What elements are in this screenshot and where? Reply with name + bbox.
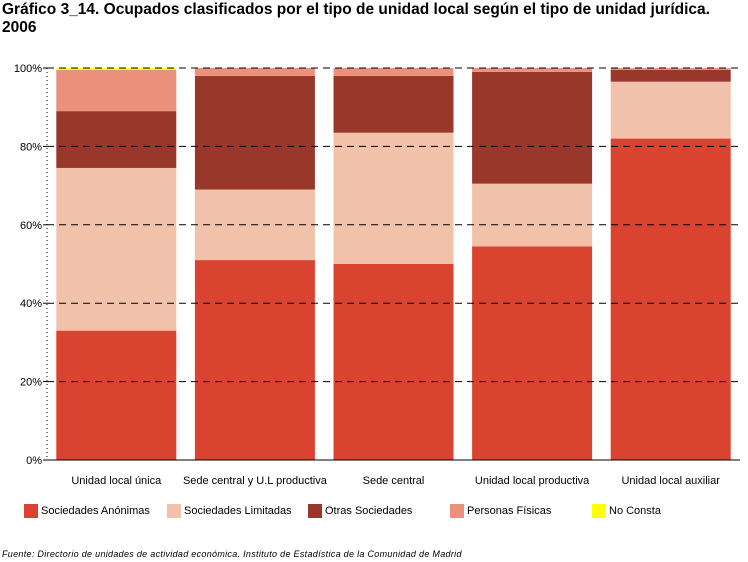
- legend-swatch: [308, 504, 322, 518]
- bar-segment: [194, 75, 315, 190]
- bar-segment: [333, 132, 454, 264]
- bar-segment: [333, 68, 454, 76]
- bar-segment: [194, 260, 315, 460]
- legend-item: No Consta: [592, 502, 661, 520]
- legend-label: Otras Sociedades: [325, 505, 413, 517]
- bar-segment: [194, 68, 315, 76]
- bar-segment: [472, 246, 593, 460]
- category-label: Unidad local única: [71, 475, 162, 487]
- y-tick-label: 80%: [20, 141, 42, 153]
- bar-stack: [56, 68, 177, 460]
- chart-title: Gráfico 3_14. Ocupados clasificados por …: [2, 1, 710, 36]
- legend-item: Sociedades Anónimas: [24, 502, 150, 520]
- bar-segment: [56, 68, 177, 70]
- bar-segment: [56, 330, 177, 460]
- category-label: Sede central: [363, 475, 425, 487]
- legend-label: Sociedades Anónimas: [41, 505, 150, 517]
- legend-item: Otras Sociedades: [308, 502, 412, 520]
- bar-segment: [610, 81, 731, 139]
- category-labels: Unidad local única Sede central y U.L pro…: [71, 475, 720, 487]
- y-tick-label: 40%: [20, 298, 42, 310]
- bar-segment: [610, 69, 731, 82]
- bar-segment: [472, 71, 593, 184]
- legend-swatch: [592, 504, 606, 518]
- y-tick-label: 20%: [20, 377, 42, 389]
- bar-segment: [610, 138, 731, 460]
- legend-item: Sociedades Limitadas: [167, 502, 292, 520]
- legend-label: Sociedades Limitadas: [184, 505, 292, 517]
- bar-stack: [610, 68, 731, 460]
- legend-swatch: [167, 504, 181, 518]
- legend-label: No Consta: [609, 505, 661, 517]
- bar-stacks: [56, 68, 731, 460]
- gridlines: [47, 67, 740, 383]
- legend-swatch: [24, 504, 38, 518]
- bar-stack: [194, 68, 315, 460]
- legend-label: Personas Físicas: [467, 505, 552, 517]
- y-tick-label: 100%: [14, 63, 42, 75]
- y-axis: 0% 20% 40% 60% 80% 100%: [14, 63, 740, 467]
- stacked-bar-chart: 0% 20% 40% 60% 80% 100% Unidad local única Sed…: [14, 63, 740, 487]
- category-label: Sede central y U.L productiva: [183, 475, 328, 487]
- bar-segment: [56, 111, 177, 168]
- bar-segment: [333, 75, 454, 133]
- legend-swatch: [450, 504, 464, 518]
- chart-legend: Sociedades Anónimas Sociedades Limitadas O…: [0, 502, 748, 522]
- source-note: Fuente: Directorio de unidades de activi…: [2, 549, 462, 559]
- y-tick-label: 0%: [26, 455, 42, 467]
- bar-stack: [333, 68, 454, 460]
- y-tick-label: 60%: [20, 220, 42, 232]
- bar-segment: [472, 68, 593, 72]
- bar-segment: [56, 167, 177, 331]
- category-label: Unidad local auxiliar: [621, 475, 720, 487]
- category-label: Unidad local productiva: [475, 475, 590, 487]
- bar-segment: [610, 68, 731, 70]
- bar-segment: [56, 69, 177, 112]
- bar-segment: [472, 183, 593, 247]
- bar-segment: [333, 264, 454, 460]
- legend-item: Personas Físicas: [450, 502, 551, 520]
- bar-stack: [472, 68, 593, 460]
